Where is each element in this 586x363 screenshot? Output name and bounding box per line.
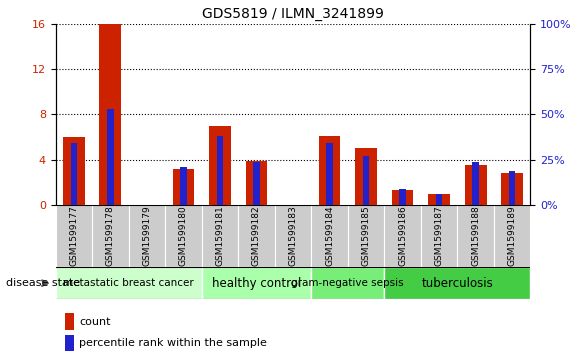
Text: GSM1599188: GSM1599188 (471, 205, 480, 266)
Bar (509, 171, 515, 205)
Text: GSM1599184: GSM1599184 (325, 205, 334, 266)
Bar (253, 162, 260, 205)
Text: GSM1599183: GSM1599183 (288, 205, 298, 266)
Bar (92, 205, 129, 267)
Bar (71, 143, 77, 205)
Bar (501, 173, 523, 205)
Text: GSM1599185: GSM1599185 (362, 205, 370, 266)
Bar (63, 137, 85, 205)
Bar (355, 148, 377, 205)
Bar (56, 267, 202, 299)
Bar (56, 205, 92, 267)
Bar (172, 169, 195, 205)
Bar (319, 136, 340, 205)
Bar (384, 267, 530, 299)
Text: GSM1599180: GSM1599180 (179, 205, 188, 266)
Bar (100, 24, 121, 205)
Bar (65, 335, 74, 351)
Bar (363, 156, 369, 205)
Text: disease state: disease state (6, 278, 80, 288)
Text: GSM1599177: GSM1599177 (69, 205, 79, 266)
Bar (494, 205, 530, 267)
Bar (311, 205, 347, 267)
Bar (347, 205, 384, 267)
Bar (472, 162, 479, 205)
Bar (391, 190, 414, 205)
Bar (180, 167, 187, 205)
Text: percentile rank within the sample: percentile rank within the sample (80, 338, 267, 348)
Bar (399, 189, 406, 205)
Bar (202, 267, 311, 299)
Text: GSM1599187: GSM1599187 (435, 205, 444, 266)
Bar (457, 205, 494, 267)
Text: GSM1599179: GSM1599179 (142, 205, 151, 266)
Text: GSM1599186: GSM1599186 (398, 205, 407, 266)
Text: healthy control: healthy control (212, 277, 301, 290)
Text: GSM1599178: GSM1599178 (106, 205, 115, 266)
Bar (428, 194, 450, 205)
Title: GDS5819 / ILMN_3241899: GDS5819 / ILMN_3241899 (202, 7, 384, 21)
Text: count: count (80, 317, 111, 327)
Text: GSM1599181: GSM1599181 (216, 205, 224, 266)
Bar (465, 166, 486, 205)
Bar (202, 205, 239, 267)
Bar (65, 313, 74, 330)
Bar (209, 126, 231, 205)
Text: GSM1599189: GSM1599189 (507, 205, 517, 266)
Bar (436, 194, 442, 205)
Text: metastatic breast cancer: metastatic breast cancer (63, 278, 194, 288)
Bar (311, 267, 384, 299)
Bar (107, 109, 114, 205)
Text: gram-negative sepsis: gram-negative sepsis (291, 278, 404, 288)
Bar (275, 205, 311, 267)
Bar (129, 205, 165, 267)
Bar (217, 136, 223, 205)
Bar (421, 205, 457, 267)
Text: tuberculosis: tuberculosis (421, 277, 493, 290)
Bar (384, 205, 421, 267)
Bar (326, 143, 333, 205)
Text: GSM1599182: GSM1599182 (252, 205, 261, 266)
Bar (246, 161, 267, 205)
Bar (165, 205, 202, 267)
Bar (239, 205, 275, 267)
